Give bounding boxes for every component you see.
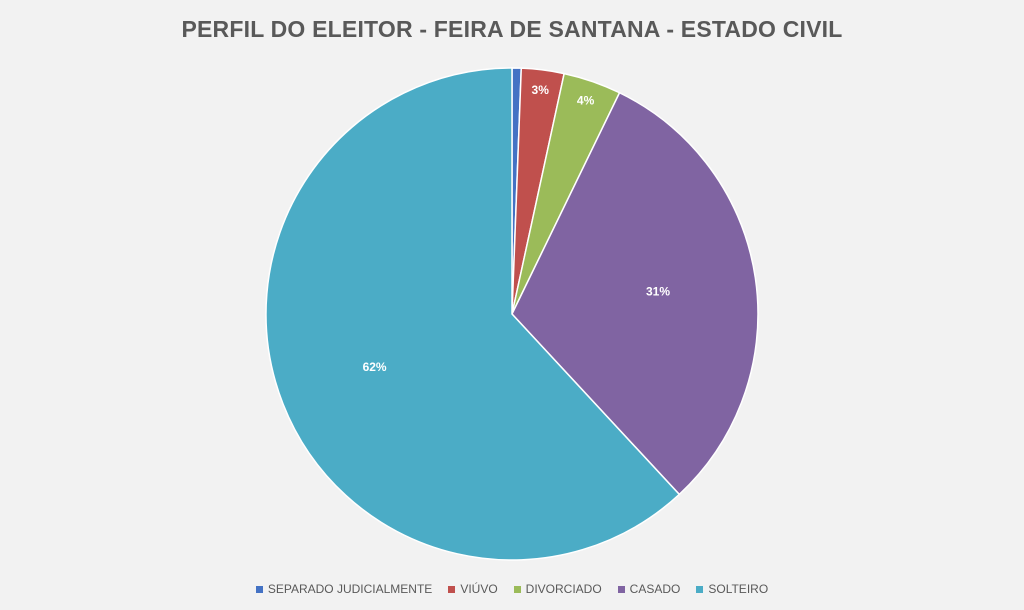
legend-label: DIVORCIADO [525,582,602,596]
legend-item: SEPARADO JUDICIALMENTE [255,582,433,596]
data-label-vi-vo: 3% [532,83,550,97]
legend-item: CASADO [617,582,681,596]
legend-swatch [696,585,704,593]
chart-title: PERFIL DO ELEITOR - FEIRA DE SANTANA - E… [181,16,843,42]
legend-label: SEPARADO JUDICIALMENTE [267,582,433,596]
data-label-casado: 31% [646,284,670,298]
legend-swatch [617,585,625,593]
legend-swatch [513,585,521,593]
legend-swatch [448,585,456,593]
legend-item: SOLTEIRO [696,582,768,596]
legend-item: VIÚVO [448,582,498,596]
data-label-solteiro: 62% [363,360,387,374]
legend-label: CASADO [629,582,681,596]
legend-swatch [255,585,263,593]
legend: SEPARADO JUDICIALMENTE VIÚVO DIVORCIADO CAS… [0,582,1024,596]
pie-slice-casado [511,91,759,496]
legend-item: DIVORCIADO [513,582,602,596]
legend-label: SOLTEIRO [708,582,769,596]
data-label-divorciado: 4% [577,93,595,107]
pie-slice-solteiro [265,67,681,561]
legend-label: VIÚVO [460,582,498,596]
